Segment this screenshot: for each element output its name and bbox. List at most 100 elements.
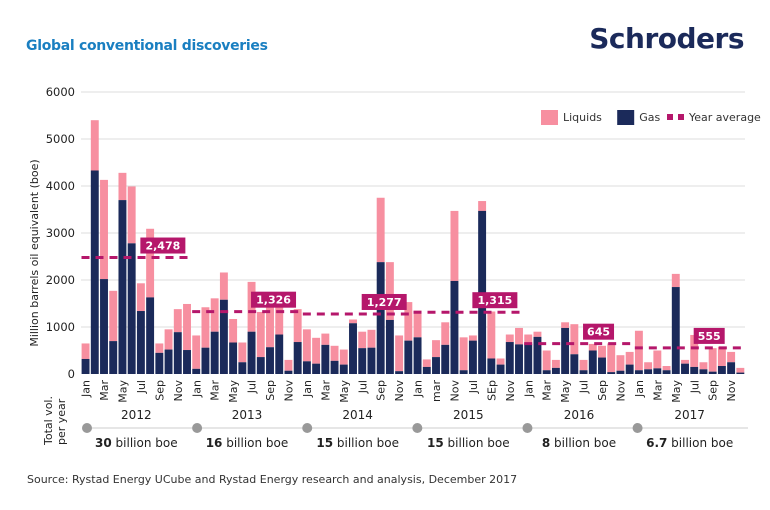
liquids-bar	[634, 330, 643, 371]
gas-bar	[662, 370, 671, 374]
month-tick-label: Jul	[246, 380, 259, 394]
liquids-bar	[312, 337, 321, 364]
liquids-bar	[81, 343, 90, 359]
liquids-bar	[478, 201, 487, 211]
gas-bar	[653, 368, 662, 374]
gas-bar	[450, 280, 459, 374]
month-tick-label: Mar	[651, 380, 664, 401]
year-volume-value: 16	[206, 436, 223, 450]
year-average-badge	[472, 292, 518, 309]
gas-bar	[90, 170, 99, 374]
month-tick-label: Sep	[707, 380, 720, 401]
month-tick-label: SEp	[485, 380, 498, 401]
gas-bar	[81, 358, 90, 374]
month-tick-label: Sep	[375, 380, 388, 401]
liquids-bar	[127, 186, 136, 244]
y-axis-label: Million barrels oil equivalent (boe)	[28, 159, 41, 346]
gas-bar	[551, 367, 560, 374]
liquids-bar	[459, 337, 468, 371]
month-tick-label: May	[338, 380, 351, 403]
year-volume: 8 billion boe	[542, 436, 616, 450]
liquids-bar	[173, 309, 182, 333]
gas-bar	[358, 348, 367, 374]
gas-bar	[312, 363, 321, 374]
gas-bar	[487, 358, 496, 374]
timeline-dot	[632, 423, 643, 433]
month-tick-label: Mar	[209, 380, 222, 401]
gas-bar	[422, 366, 431, 374]
month-tick-label: Jan	[522, 380, 535, 398]
month-tick-label: Jul	[578, 380, 591, 394]
gas-bar	[275, 334, 284, 374]
gas-bar	[671, 287, 680, 374]
month-tick-label: Nov	[393, 380, 406, 402]
month-tick-label: Nov	[449, 380, 462, 402]
liquids-bar	[155, 343, 164, 353]
gas-bar	[266, 347, 274, 374]
year-volume: 30 billion boe	[95, 436, 178, 450]
gas-bar	[505, 342, 514, 374]
gas-bar	[164, 349, 173, 374]
liquids-bar	[515, 327, 523, 345]
liquids-bar	[238, 342, 247, 363]
gas-bar	[625, 364, 634, 374]
y-tick-label: 1000	[46, 320, 75, 334]
gas-bar	[238, 362, 247, 374]
liquids-bar	[100, 179, 108, 280]
gas-bar	[302, 361, 311, 374]
gas-bar	[690, 366, 699, 374]
liquids-bar	[487, 311, 496, 359]
liquids-bar	[358, 331, 367, 349]
liquids-bar	[413, 310, 422, 338]
liquids-bar	[690, 334, 699, 367]
gas-bar	[515, 344, 523, 374]
gas-bar	[247, 331, 256, 374]
gas-bar	[127, 243, 136, 374]
liquids-bar	[561, 322, 570, 328]
gas-bar	[155, 352, 164, 374]
month-tick-label: Jul	[135, 380, 148, 394]
gas-bar	[616, 370, 625, 374]
month-tick-label: Mar	[541, 380, 554, 401]
month-tick-label: Jul	[356, 380, 369, 394]
liquids-bar	[533, 331, 542, 337]
y-tick-label: 4000	[46, 179, 75, 193]
liquids-bar	[450, 210, 459, 281]
gas-bar	[634, 370, 643, 374]
gas-bar	[459, 370, 468, 374]
y-tick-label: 5000	[46, 132, 75, 146]
gas-bar	[598, 357, 606, 374]
liquids-bar	[367, 329, 376, 348]
gas-bar	[229, 342, 238, 374]
gas-bar	[561, 327, 570, 374]
gas-bar	[201, 347, 210, 374]
gas-bar	[183, 350, 191, 374]
gas-bar	[173, 332, 182, 374]
year-volume-value: 30	[95, 436, 112, 450]
gas-bar	[219, 299, 228, 374]
legend-swatch-gas	[617, 110, 635, 125]
liquids-bar	[717, 346, 726, 367]
liquids-bar	[588, 343, 597, 351]
year-volume-value: 15	[316, 436, 333, 450]
liquids-bar	[579, 359, 588, 371]
year-volume-unit: billion boe	[550, 436, 616, 450]
gas-bar	[349, 323, 357, 374]
liquids-bar	[90, 120, 99, 171]
gas-bar	[109, 341, 118, 374]
gas-bar	[432, 357, 440, 374]
source-note: Source: Rystad Energy UCube and Rystad E…	[27, 473, 518, 486]
liquids-bar	[136, 283, 145, 312]
liquids-bar	[376, 197, 385, 263]
y-tick-label: 3000	[46, 226, 75, 240]
liquids-bar	[699, 362, 708, 370]
year-volume-unit: billion boe	[222, 436, 288, 450]
month-tick-label: Jan	[190, 380, 203, 398]
month-tick-label: Nov	[504, 380, 517, 402]
liquids-bar	[625, 351, 634, 365]
liquids-bar	[385, 262, 394, 320]
liquids-bar	[422, 359, 431, 367]
year-volume-unit: billion boe	[444, 436, 510, 450]
liquids-bar	[542, 350, 551, 371]
